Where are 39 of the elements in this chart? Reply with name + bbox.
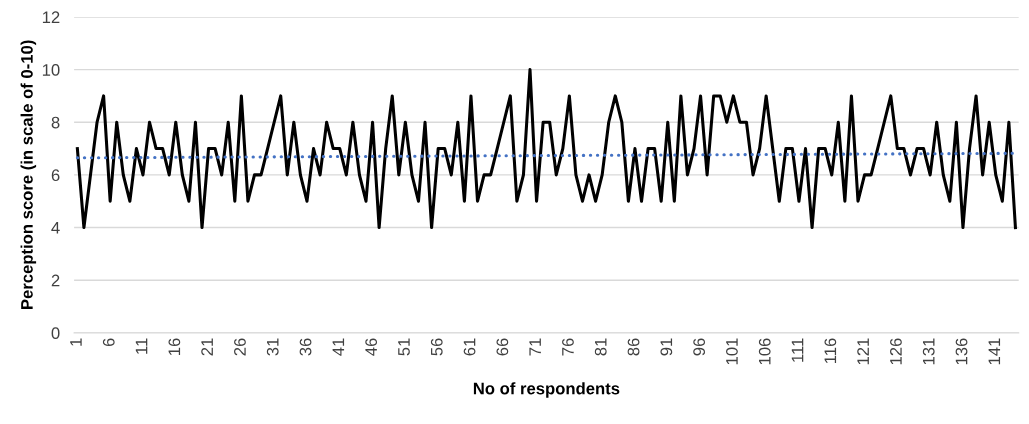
x-tick-label: 116: [824, 338, 837, 364]
y-tick-label: 10: [42, 64, 60, 76]
y-tick-label: 12: [42, 11, 60, 23]
x-tick-label: 81: [594, 338, 607, 356]
x-tick-label: 36: [299, 338, 312, 356]
x-tick-label: 126: [890, 338, 902, 365]
x-tick-label: 21: [201, 338, 213, 356]
x-tick-label: 96: [693, 338, 706, 356]
y-tick-label: 8: [51, 116, 60, 129]
x-tick-label: 1: [70, 338, 82, 346]
x-tick-label: 56: [430, 338, 443, 356]
x-tick-label: 31: [266, 338, 279, 356]
x-tick-label: 136: [955, 338, 968, 365]
x-tick-label: 86: [627, 338, 640, 356]
x-tick-label: 141: [988, 338, 1001, 365]
x-tick-label: 26: [234, 338, 246, 356]
x-tick-label: 6: [102, 338, 115, 347]
x-tick-label: 121: [857, 338, 869, 365]
x-tick-label: 51: [398, 338, 410, 356]
x-tick-label: 106: [758, 338, 771, 365]
x-tick-label: 71: [529, 338, 541, 356]
x-tick-label: 111: [791, 338, 804, 362]
x-tick-label: 16: [168, 338, 181, 355]
x-tick-label: 91: [660, 338, 673, 356]
y-axis-title: Perception score (in scale of 0-10): [20, 40, 37, 310]
x-tick-label: 61: [463, 338, 476, 356]
x-tick-label: 101: [726, 338, 738, 365]
x-tick-label: 131: [922, 338, 935, 365]
y-tick-label: 0: [51, 327, 60, 340]
x-tick-label: 11: [135, 338, 148, 354]
x-tick-label: 76: [562, 338, 574, 356]
x-tick-label: 66: [496, 338, 509, 356]
y-tick-label: 4: [51, 222, 60, 234]
x-tick-label: 41: [332, 338, 345, 356]
y-tick-label: 6: [51, 169, 60, 182]
line-series: [75, 68, 1017, 230]
x-axis-title: No of respondents: [473, 382, 620, 398]
y-tick-label: 2: [51, 274, 60, 287]
x-tick-label: 46: [365, 338, 378, 356]
